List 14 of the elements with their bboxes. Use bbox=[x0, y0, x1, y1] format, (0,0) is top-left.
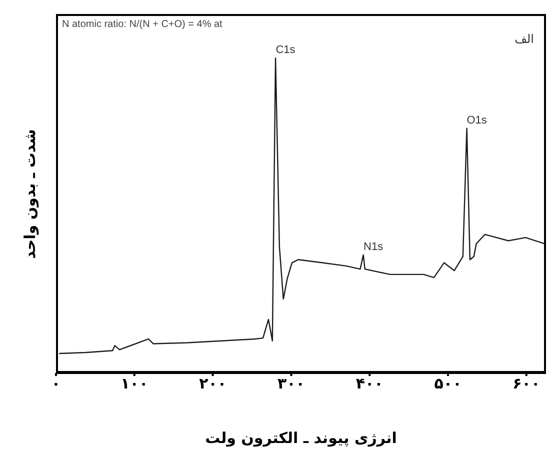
x-tick-label: ۱۰۰ bbox=[120, 374, 148, 393]
y-axis-title: شدت ـ بدون واحد bbox=[21, 128, 39, 258]
annotation: C1s bbox=[276, 44, 296, 56]
x-tick-label: ۵۰۰ bbox=[434, 374, 462, 393]
x-axis-title: انرژی پیوند ـ الکترون ولت bbox=[205, 429, 397, 447]
x-tick-label: ۴۰۰ bbox=[356, 374, 384, 393]
annotation: O1s bbox=[466, 114, 488, 126]
text: الف bbox=[514, 32, 534, 46]
text: N atomic ratio: N/(N + C+O) = 4% at bbox=[62, 19, 222, 30]
x-tick-label: ۰ bbox=[51, 374, 61, 393]
x-tick-label: ۳۰۰ bbox=[277, 374, 305, 393]
annotation: N1s bbox=[364, 240, 384, 253]
x-tick-label: ۶۰۰ bbox=[512, 374, 540, 393]
x-tick-label: ۲۰۰ bbox=[199, 374, 227, 393]
